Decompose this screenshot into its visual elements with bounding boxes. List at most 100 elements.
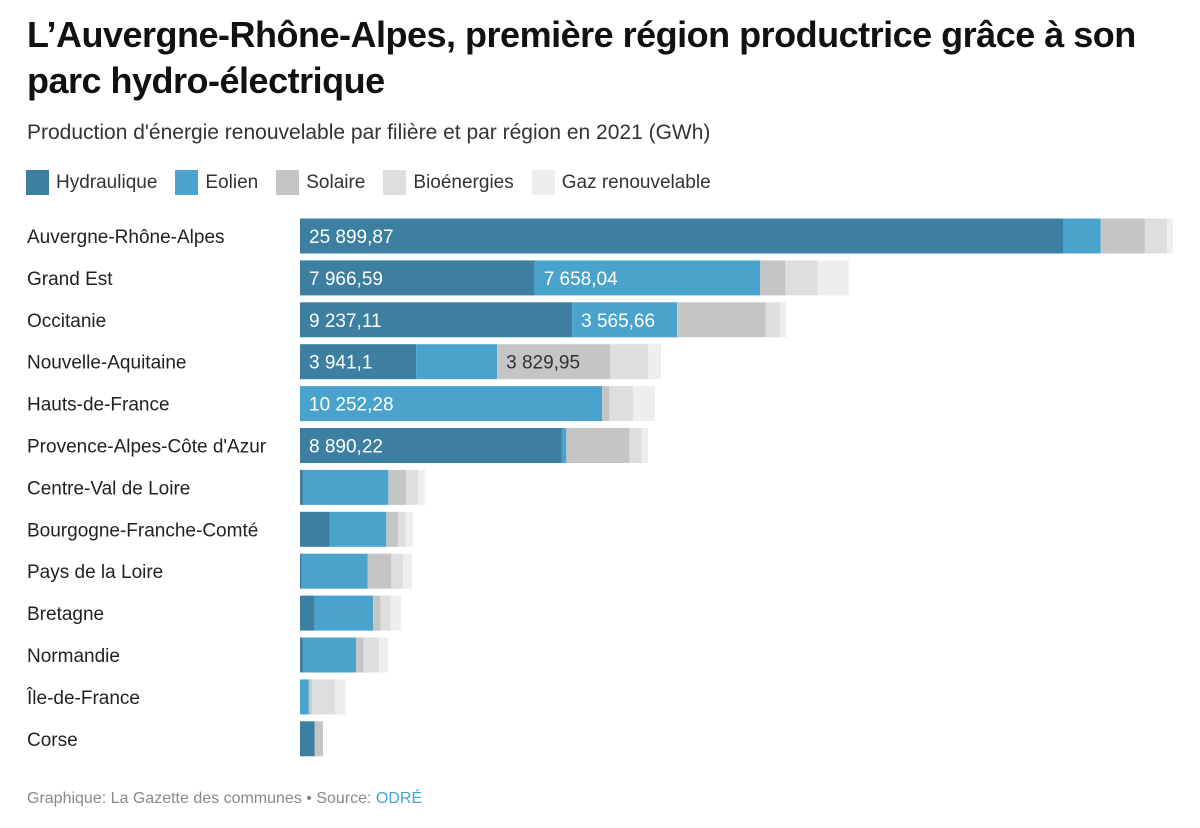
- bar-solaire-hauts-de-france[interactable]: [602, 386, 610, 422]
- bar-bioenergies-occitanie[interactable]: [765, 302, 781, 338]
- bar-solaire-ile-de-france[interactable]: [308, 679, 312, 715]
- data-label-eolien-occitanie: 3 565,66: [581, 311, 655, 332]
- category-label-corse: Corse: [27, 730, 78, 751]
- source-link[interactable]: ODRÉ: [375, 790, 423, 807]
- legend-label-solaire: Solaire: [306, 171, 366, 193]
- bar-hydraulique-normandie[interactable]: [300, 637, 303, 673]
- category-label-occitanie: Occitanie: [27, 311, 106, 332]
- footer-credit: Graphique: La Gazette des communes • Sou…: [27, 790, 376, 807]
- bar-solaire-grand-est[interactable]: [760, 260, 786, 296]
- category-label-normandie: Normandie: [27, 646, 120, 667]
- legend-item-hydraulique: Hydraulique: [26, 170, 157, 195]
- category-label-centre-val-de-loire: Centre-Val de Loire: [27, 478, 190, 499]
- bar-eolien-bourgogne-franche-comte[interactable]: [329, 511, 387, 547]
- bar-bioenergies-ile-de-france[interactable]: [311, 679, 336, 715]
- stacked-bar-chart: Auvergne-Rhône-Alpes 25 899,87 Grand Est 7 …: [26, 218, 1173, 757]
- bar-bioenergies-bourgogne-franche-comte[interactable]: [398, 511, 406, 547]
- bar-gaz-renouvelable-bretagne[interactable]: [390, 595, 402, 631]
- bar-solaire-corse[interactable]: [314, 721, 323, 757]
- bar-bioenergies-bretagne[interactable]: [380, 595, 391, 631]
- bar-solaire-centre-val-de-loire[interactable]: [388, 469, 407, 505]
- bar-eolien-pays-de-la-loire[interactable]: [301, 553, 368, 589]
- legend-swatch-eolien: [175, 170, 199, 195]
- bar-gaz-renouvelable-ile-de-france[interactable]: [335, 679, 346, 715]
- legend-label-hydraulique: Hydraulique: [56, 171, 158, 193]
- bar-hydraulique-provence-alpes-cote-d-azur[interactable]: [300, 428, 562, 463]
- bar-eolien-centre-val-de-loire[interactable]: [302, 469, 389, 505]
- bar-hydraulique-auvergne-rhone-alpes[interactable]: [300, 218, 1063, 254]
- data-label-hydraulique-grand-est: 7 966,59: [309, 269, 383, 290]
- chart-subtitle: Production d'énergie renouvelable par fi…: [27, 121, 711, 144]
- bar-solaire-pays-de-la-loire[interactable]: [367, 553, 392, 589]
- bar-hydraulique-pays-de-la-loire[interactable]: [300, 553, 302, 589]
- bar-gaz-renouvelable-bourgogne-franche-comte[interactable]: [405, 511, 413, 547]
- legend-swatch-gaz-renouvelable: [531, 170, 555, 195]
- bar-hydraulique-centre-val-de-loire[interactable]: [300, 469, 303, 505]
- bar-gaz-renouvelable-provence-alpes-cote-d-azur[interactable]: [641, 428, 648, 463]
- data-label-hydraulique-nouvelle-aquitaine: 3 941,1: [309, 353, 372, 374]
- bar-eolien-normandie[interactable]: [302, 637, 356, 673]
- category-label-ile-de-france: Île-de-France: [26, 687, 140, 709]
- bar-gaz-renouvelable-nouvelle-aquitaine[interactable]: [648, 344, 661, 380]
- bar-eolien-auvergne-rhone-alpes[interactable]: [1063, 218, 1101, 254]
- bar-hydraulique-bretagne[interactable]: [300, 595, 315, 631]
- bar-gaz-renouvelable-hauts-de-france[interactable]: [632, 386, 656, 422]
- bar-bioenergies-hauts-de-france[interactable]: [609, 386, 633, 422]
- data-label-hydraulique-provence-alpes-cote-d-azur: 8 890,22: [309, 437, 383, 458]
- category-label-auvergne-rhone-alpes: Auvergne-Rhône-Alpes: [27, 227, 225, 248]
- bar-bioenergies-pays-de-la-loire[interactable]: [391, 553, 404, 589]
- legend-label-gaz-renouvelable: Gaz renouvelable: [561, 171, 711, 193]
- chart-legend: Hydraulique Eolien Solaire Bioénergies G…: [26, 170, 729, 195]
- category-label-provence-alpes-cote-d-azur: Provence-Alpes-Côte d'Azur: [27, 437, 267, 458]
- legend-label-bioenergies: Bioénergies: [413, 171, 514, 193]
- bar-eolien-provence-alpes-cote-d-azur[interactable]: [561, 428, 567, 463]
- bar-solaire-bretagne[interactable]: [373, 595, 381, 631]
- legend-item-bioenergies: Bioénergies: [383, 170, 514, 195]
- legend-item-eolien: Eolien: [175, 170, 258, 195]
- bar-solaire-occitanie[interactable]: [677, 302, 766, 338]
- chart-footer: Graphique: La Gazette des communes • Sou…: [27, 790, 422, 808]
- bar-eolien-grand-est[interactable]: [534, 260, 761, 296]
- bar-hydraulique-corse[interactable]: [300, 721, 315, 757]
- legend-item-solaire: Solaire: [276, 170, 365, 195]
- bar-solaire-provence-alpes-cote-d-azur[interactable]: [566, 428, 630, 463]
- category-label-bretagne: Bretagne: [27, 604, 104, 625]
- bar-hydraulique-bourgogne-franche-comte[interactable]: [300, 511, 330, 547]
- bar-solaire-normandie[interactable]: [355, 637, 364, 673]
- bar-eolien-bretagne[interactable]: [314, 595, 374, 631]
- bar-eolien-occitanie[interactable]: [572, 302, 678, 338]
- bar-bioenergies-centre-val-de-loire[interactable]: [406, 469, 418, 505]
- bar-gaz-renouvelable-pays-de-la-loire[interactable]: [403, 553, 412, 589]
- bar-eolien-nouvelle-aquitaine[interactable]: [416, 344, 498, 380]
- bar-hydraulique-grand-est[interactable]: [300, 260, 535, 296]
- data-label-hydraulique-occitanie: 9 237,11: [309, 311, 382, 332]
- bar-hydraulique-nouvelle-aquitaine[interactable]: [300, 344, 417, 380]
- bar-gaz-renouvelable-centre-val-de-loire[interactable]: [417, 469, 426, 505]
- bar-solaire-auvergne-rhone-alpes[interactable]: [1100, 218, 1145, 254]
- category-label-bourgogne-franche-comte: Bourgogne-Franche-Comté: [27, 520, 258, 541]
- bar-bioenergies-nouvelle-aquitaine[interactable]: [609, 344, 649, 380]
- bar-hydraulique-occitanie[interactable]: [300, 302, 573, 338]
- category-label-grand-est: Grand Est: [27, 269, 113, 290]
- category-label-hauts-de-france: Hauts-de-France: [27, 395, 170, 416]
- data-label-solaire-nouvelle-aquitaine: 3 829,95: [506, 353, 580, 374]
- bar-bioenergies-grand-est[interactable]: [785, 260, 818, 296]
- bar-gaz-renouvelable-normandie[interactable]: [379, 637, 389, 673]
- data-label-eolien-hauts-de-france: 10 252,28: [309, 395, 394, 416]
- category-label-pays-de-la-loire: Pays de la Loire: [27, 562, 163, 583]
- bar-bioenergies-auvergne-rhone-alpes[interactable]: [1144, 218, 1167, 254]
- data-label-hydraulique-auvergne-rhone-alpes: 25 899,87: [309, 227, 394, 248]
- bar-gaz-renouvelable-auvergne-rhone-alpes[interactable]: [1166, 218, 1173, 254]
- bar-bioenergies-normandie[interactable]: [363, 637, 380, 673]
- bar-eolien-hauts-de-france[interactable]: [300, 386, 603, 422]
- bar-eolien-ile-de-france[interactable]: [300, 679, 309, 715]
- legend-swatch-hydraulique: [26, 170, 49, 195]
- bar-solaire-nouvelle-aquitaine[interactable]: [497, 344, 610, 380]
- bar-gaz-renouvelable-grand-est[interactable]: [817, 260, 849, 296]
- bar-bioenergies-provence-alpes-cote-d-azur[interactable]: [629, 428, 642, 463]
- bar-solaire-bourgogne-franche-comte[interactable]: [386, 511, 399, 547]
- data-label-eolien-grand-est: 7 658,04: [544, 269, 618, 290]
- bar-gaz-renouvelable-occitanie[interactable]: [780, 302, 787, 338]
- legend-label-eolien: Eolien: [205, 171, 259, 193]
- legend-item-gaz-renouvelable: Gaz renouvelable: [531, 170, 711, 195]
